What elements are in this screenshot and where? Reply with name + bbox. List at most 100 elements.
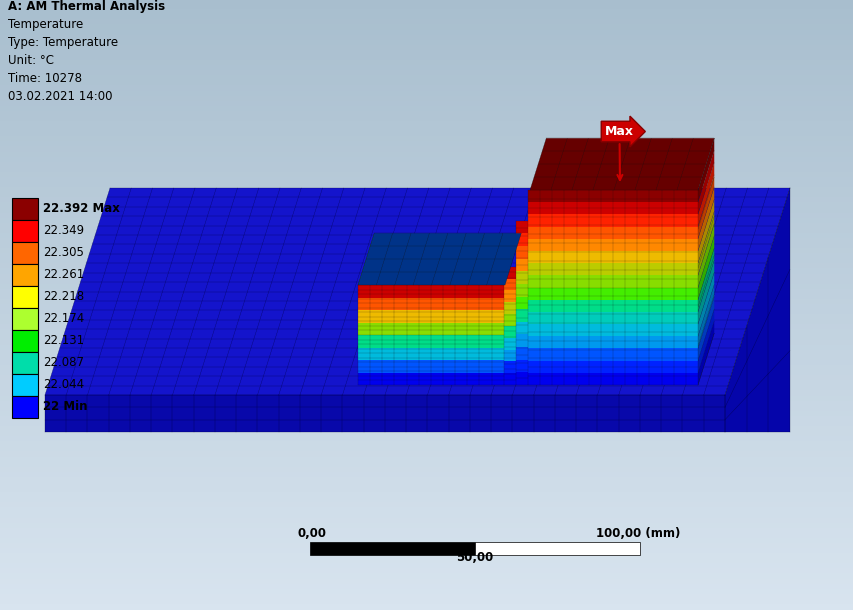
Polygon shape [636, 263, 648, 275]
Polygon shape [648, 373, 661, 385]
Text: Time: 10278: Time: 10278 [8, 72, 82, 85]
Polygon shape [697, 235, 713, 300]
Polygon shape [588, 226, 601, 239]
Polygon shape [382, 335, 394, 348]
Polygon shape [394, 285, 406, 298]
Polygon shape [685, 300, 697, 312]
Polygon shape [406, 373, 418, 385]
Polygon shape [443, 348, 455, 360]
Polygon shape [527, 214, 539, 226]
Bar [12, 264, 38, 286]
Polygon shape [564, 312, 576, 324]
Bar [0, 355, 853, 361]
Polygon shape [612, 239, 624, 251]
Polygon shape [624, 312, 636, 324]
Bar [12, 374, 38, 396]
Text: 22.131: 22.131 [43, 334, 84, 348]
Polygon shape [539, 263, 552, 275]
Polygon shape [552, 324, 564, 336]
Polygon shape [515, 233, 527, 246]
Polygon shape [624, 214, 636, 226]
Polygon shape [503, 303, 515, 314]
Polygon shape [539, 275, 552, 287]
Bar [0, 9, 853, 15]
Polygon shape [539, 300, 552, 312]
Polygon shape [552, 263, 564, 275]
Polygon shape [406, 335, 418, 348]
Polygon shape [648, 312, 661, 324]
Polygon shape [576, 373, 588, 385]
Bar [0, 248, 853, 254]
Polygon shape [443, 310, 455, 323]
Polygon shape [479, 335, 491, 348]
Polygon shape [661, 324, 673, 336]
Bar [0, 207, 853, 213]
Polygon shape [527, 312, 539, 324]
Polygon shape [661, 190, 673, 202]
Polygon shape [576, 202, 588, 214]
Polygon shape [648, 202, 661, 214]
Bar [0, 151, 853, 157]
Polygon shape [552, 312, 564, 324]
Bar [0, 431, 853, 437]
Polygon shape [394, 373, 406, 385]
Polygon shape [467, 373, 479, 385]
Bar [0, 329, 853, 336]
Polygon shape [552, 251, 564, 263]
Polygon shape [673, 202, 685, 214]
Polygon shape [601, 312, 612, 324]
Bar [0, 553, 853, 559]
Polygon shape [467, 360, 479, 373]
Polygon shape [648, 361, 661, 373]
Polygon shape [455, 298, 467, 310]
Polygon shape [685, 190, 697, 202]
Bar [0, 167, 853, 173]
Polygon shape [612, 336, 624, 348]
Polygon shape [661, 251, 673, 263]
Polygon shape [624, 361, 636, 373]
Polygon shape [515, 246, 527, 259]
Polygon shape [527, 361, 539, 373]
Bar [0, 365, 853, 371]
Bar [0, 131, 853, 137]
Polygon shape [697, 296, 713, 361]
Polygon shape [576, 300, 588, 312]
Bar [0, 228, 853, 234]
Polygon shape [685, 312, 697, 324]
Polygon shape [552, 190, 564, 202]
Polygon shape [394, 360, 406, 373]
Polygon shape [661, 239, 673, 251]
Polygon shape [418, 310, 431, 323]
Polygon shape [515, 271, 527, 284]
Polygon shape [382, 298, 394, 310]
Polygon shape [636, 348, 648, 361]
Polygon shape [648, 251, 661, 263]
Polygon shape [394, 298, 406, 310]
Polygon shape [394, 335, 406, 348]
Bar [0, 85, 853, 92]
Polygon shape [369, 285, 382, 298]
Bar [0, 157, 853, 163]
Bar [0, 533, 853, 539]
Polygon shape [357, 296, 374, 360]
Polygon shape [491, 335, 503, 348]
Bar [12, 242, 38, 264]
Polygon shape [697, 284, 713, 348]
Polygon shape [443, 298, 455, 310]
Polygon shape [479, 373, 491, 385]
Polygon shape [648, 190, 661, 202]
Polygon shape [648, 287, 661, 300]
Bar [0, 238, 853, 244]
Polygon shape [45, 188, 789, 395]
Polygon shape [648, 263, 661, 275]
Polygon shape [491, 285, 503, 298]
Polygon shape [624, 324, 636, 336]
Polygon shape [491, 360, 503, 373]
Polygon shape [431, 335, 443, 348]
Bar [0, 14, 853, 20]
Polygon shape [564, 202, 576, 214]
Polygon shape [455, 285, 467, 298]
Bar [0, 101, 853, 107]
Bar [474, 542, 639, 555]
Polygon shape [394, 348, 406, 360]
